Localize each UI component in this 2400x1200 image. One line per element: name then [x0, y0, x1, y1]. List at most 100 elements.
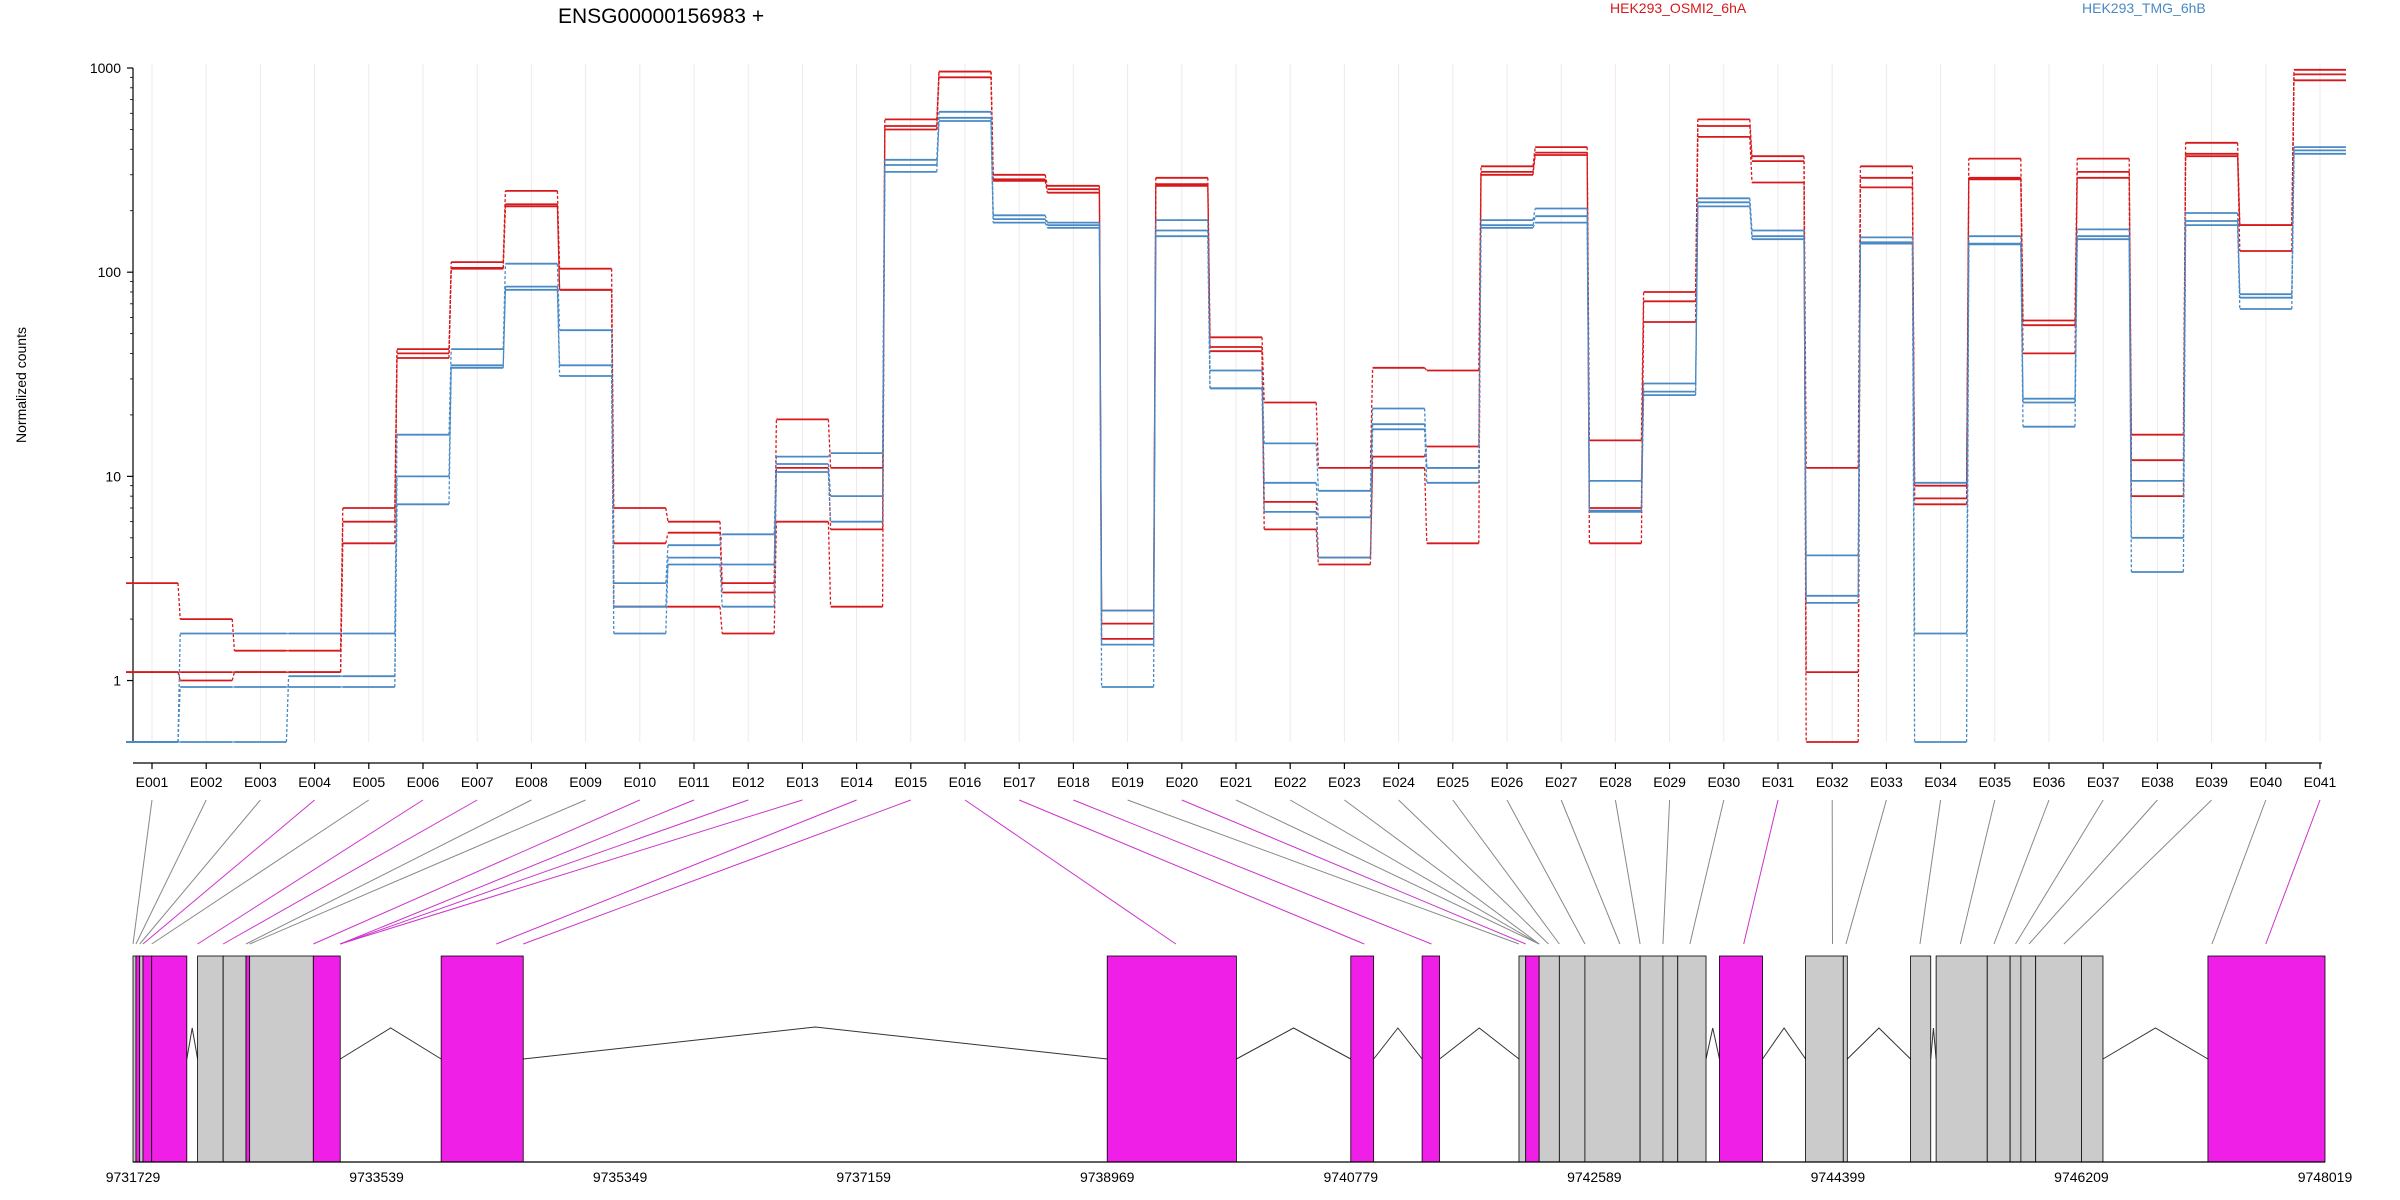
connector-E002: [135, 799, 207, 945]
x-tick-label: E015: [894, 774, 927, 790]
connector-E016: [964, 799, 1177, 945]
y-tick-label: 100: [98, 264, 122, 280]
chart-title: ENSG00000156983 +: [558, 5, 764, 28]
intron: [1439, 1027, 1520, 1060]
genomic-tick-label: 9746209: [2054, 1169, 2109, 1185]
x-tick-label: E003: [244, 774, 277, 790]
connector-E020: [1181, 799, 1526, 945]
x-tick-label: E002: [190, 774, 223, 790]
x-tick-label: E012: [732, 774, 765, 790]
connector-E029: [1662, 799, 1671, 945]
x-tick-label: E016: [949, 774, 982, 790]
genomic-tick-label: 9742589: [1567, 1169, 1622, 1185]
intron: [1930, 1027, 1937, 1060]
intron: [1705, 1027, 1720, 1060]
legend-entry-osmi2: HEK293_OSMI2_6hA: [1610, 0, 1747, 16]
x-tick-label: E001: [136, 774, 169, 790]
exon-box: [2207, 955, 2326, 1163]
x-tick-label: E013: [786, 774, 819, 790]
exon-box: [245, 955, 251, 1163]
connector-E030: [1689, 799, 1725, 945]
x-tick-label: E017: [1003, 774, 1036, 790]
genomic-tick-label: 9744399: [1811, 1169, 1866, 1185]
connector-E014: [496, 799, 857, 945]
connector-E035: [1959, 799, 1996, 945]
connector-E033: [1845, 799, 1887, 945]
genomic-tick-label: 9748019: [2298, 1169, 2353, 1185]
connector-E024: [1398, 799, 1549, 945]
exon-box: [1986, 955, 2011, 1163]
intron: [339, 1027, 442, 1060]
connector-E018: [1073, 799, 1432, 945]
connector-E041: [2265, 799, 2321, 945]
connector-E015: [523, 799, 911, 945]
exon-box: [1518, 955, 1527, 1163]
x-tick-label: E021: [1220, 774, 1253, 790]
exon-box: [139, 955, 144, 1163]
x-tick-label: E006: [407, 774, 440, 790]
x-tick-label: E004: [298, 774, 331, 790]
connector-E022: [1289, 799, 1540, 945]
x-tick-label: E035: [1978, 774, 2011, 790]
x-tick-label: E020: [1165, 774, 1198, 790]
x-tick-label: E009: [569, 774, 602, 790]
connector-E012: [340, 799, 749, 945]
exon-box: [1910, 955, 1932, 1163]
exon-box: [1538, 955, 1560, 1163]
exon-box: [1677, 955, 1707, 1163]
exon-box: [1805, 955, 1844, 1163]
exon-box: [1842, 955, 1848, 1163]
connector-E010: [313, 799, 641, 945]
genomic-tick-label: 9737159: [836, 1169, 891, 1185]
connector-E028: [1614, 799, 1641, 945]
connector-E007: [222, 799, 478, 945]
x-tick-label: E010: [623, 774, 656, 790]
series-connector-hek293-tmg-6hb-5: [177, 120, 2295, 743]
connector-E001: [132, 799, 153, 945]
connector-E038: [2028, 799, 2158, 945]
connector-E004: [142, 799, 315, 945]
legend-entry-tmg: HEK293_TMG_6hB: [2082, 0, 2206, 16]
exon-box: [2035, 955, 2082, 1163]
exon-box: [142, 955, 153, 1163]
gridlines: [151, 64, 2321, 742]
connector-E003: [139, 799, 261, 945]
exon-box: [1584, 955, 1641, 1163]
x-tick-label: E007: [461, 774, 494, 790]
exon-box: [132, 955, 137, 1163]
x-tick-label: E030: [1707, 774, 1740, 790]
connector-E036: [1993, 799, 2050, 945]
exon-box: [1639, 955, 1664, 1163]
connector-E027: [1560, 799, 1621, 945]
x-tick-label: E040: [2249, 774, 2282, 790]
exon-box: [222, 955, 247, 1163]
exon-box: [440, 955, 524, 1163]
connector-E040: [2211, 799, 2267, 945]
x-tick-label: E025: [1436, 774, 1469, 790]
exon-box: [1662, 955, 1679, 1163]
connector-E031: [1743, 799, 1779, 945]
exon-box: [1350, 955, 1375, 1163]
x-tick-label: E026: [1491, 774, 1524, 790]
x-tick-label: E039: [2195, 774, 2228, 790]
connector-E034: [1919, 799, 1942, 945]
connector-E026: [1506, 799, 1586, 945]
x-tick-label: E018: [1057, 774, 1090, 790]
connector-E017: [1019, 799, 1365, 945]
y-axis-label: Normalized counts: [13, 327, 29, 443]
x-tick-label: E027: [1545, 774, 1578, 790]
x-tick-label: E038: [2141, 774, 2174, 790]
exon-box: [1719, 955, 1763, 1163]
intron: [1846, 1027, 1911, 1060]
x-tick-label: E036: [2033, 774, 2066, 790]
genomic-tick-label: 9735349: [593, 1169, 648, 1185]
connector-E023: [1344, 799, 1540, 945]
y-tick-label: 1: [113, 673, 121, 689]
connector-E006: [197, 799, 424, 945]
exon-box: [1525, 955, 1540, 1163]
connector-E039: [2063, 799, 2212, 945]
exon-box: [135, 955, 141, 1163]
connector-E011: [340, 799, 695, 945]
exon-box: [1421, 955, 1440, 1163]
